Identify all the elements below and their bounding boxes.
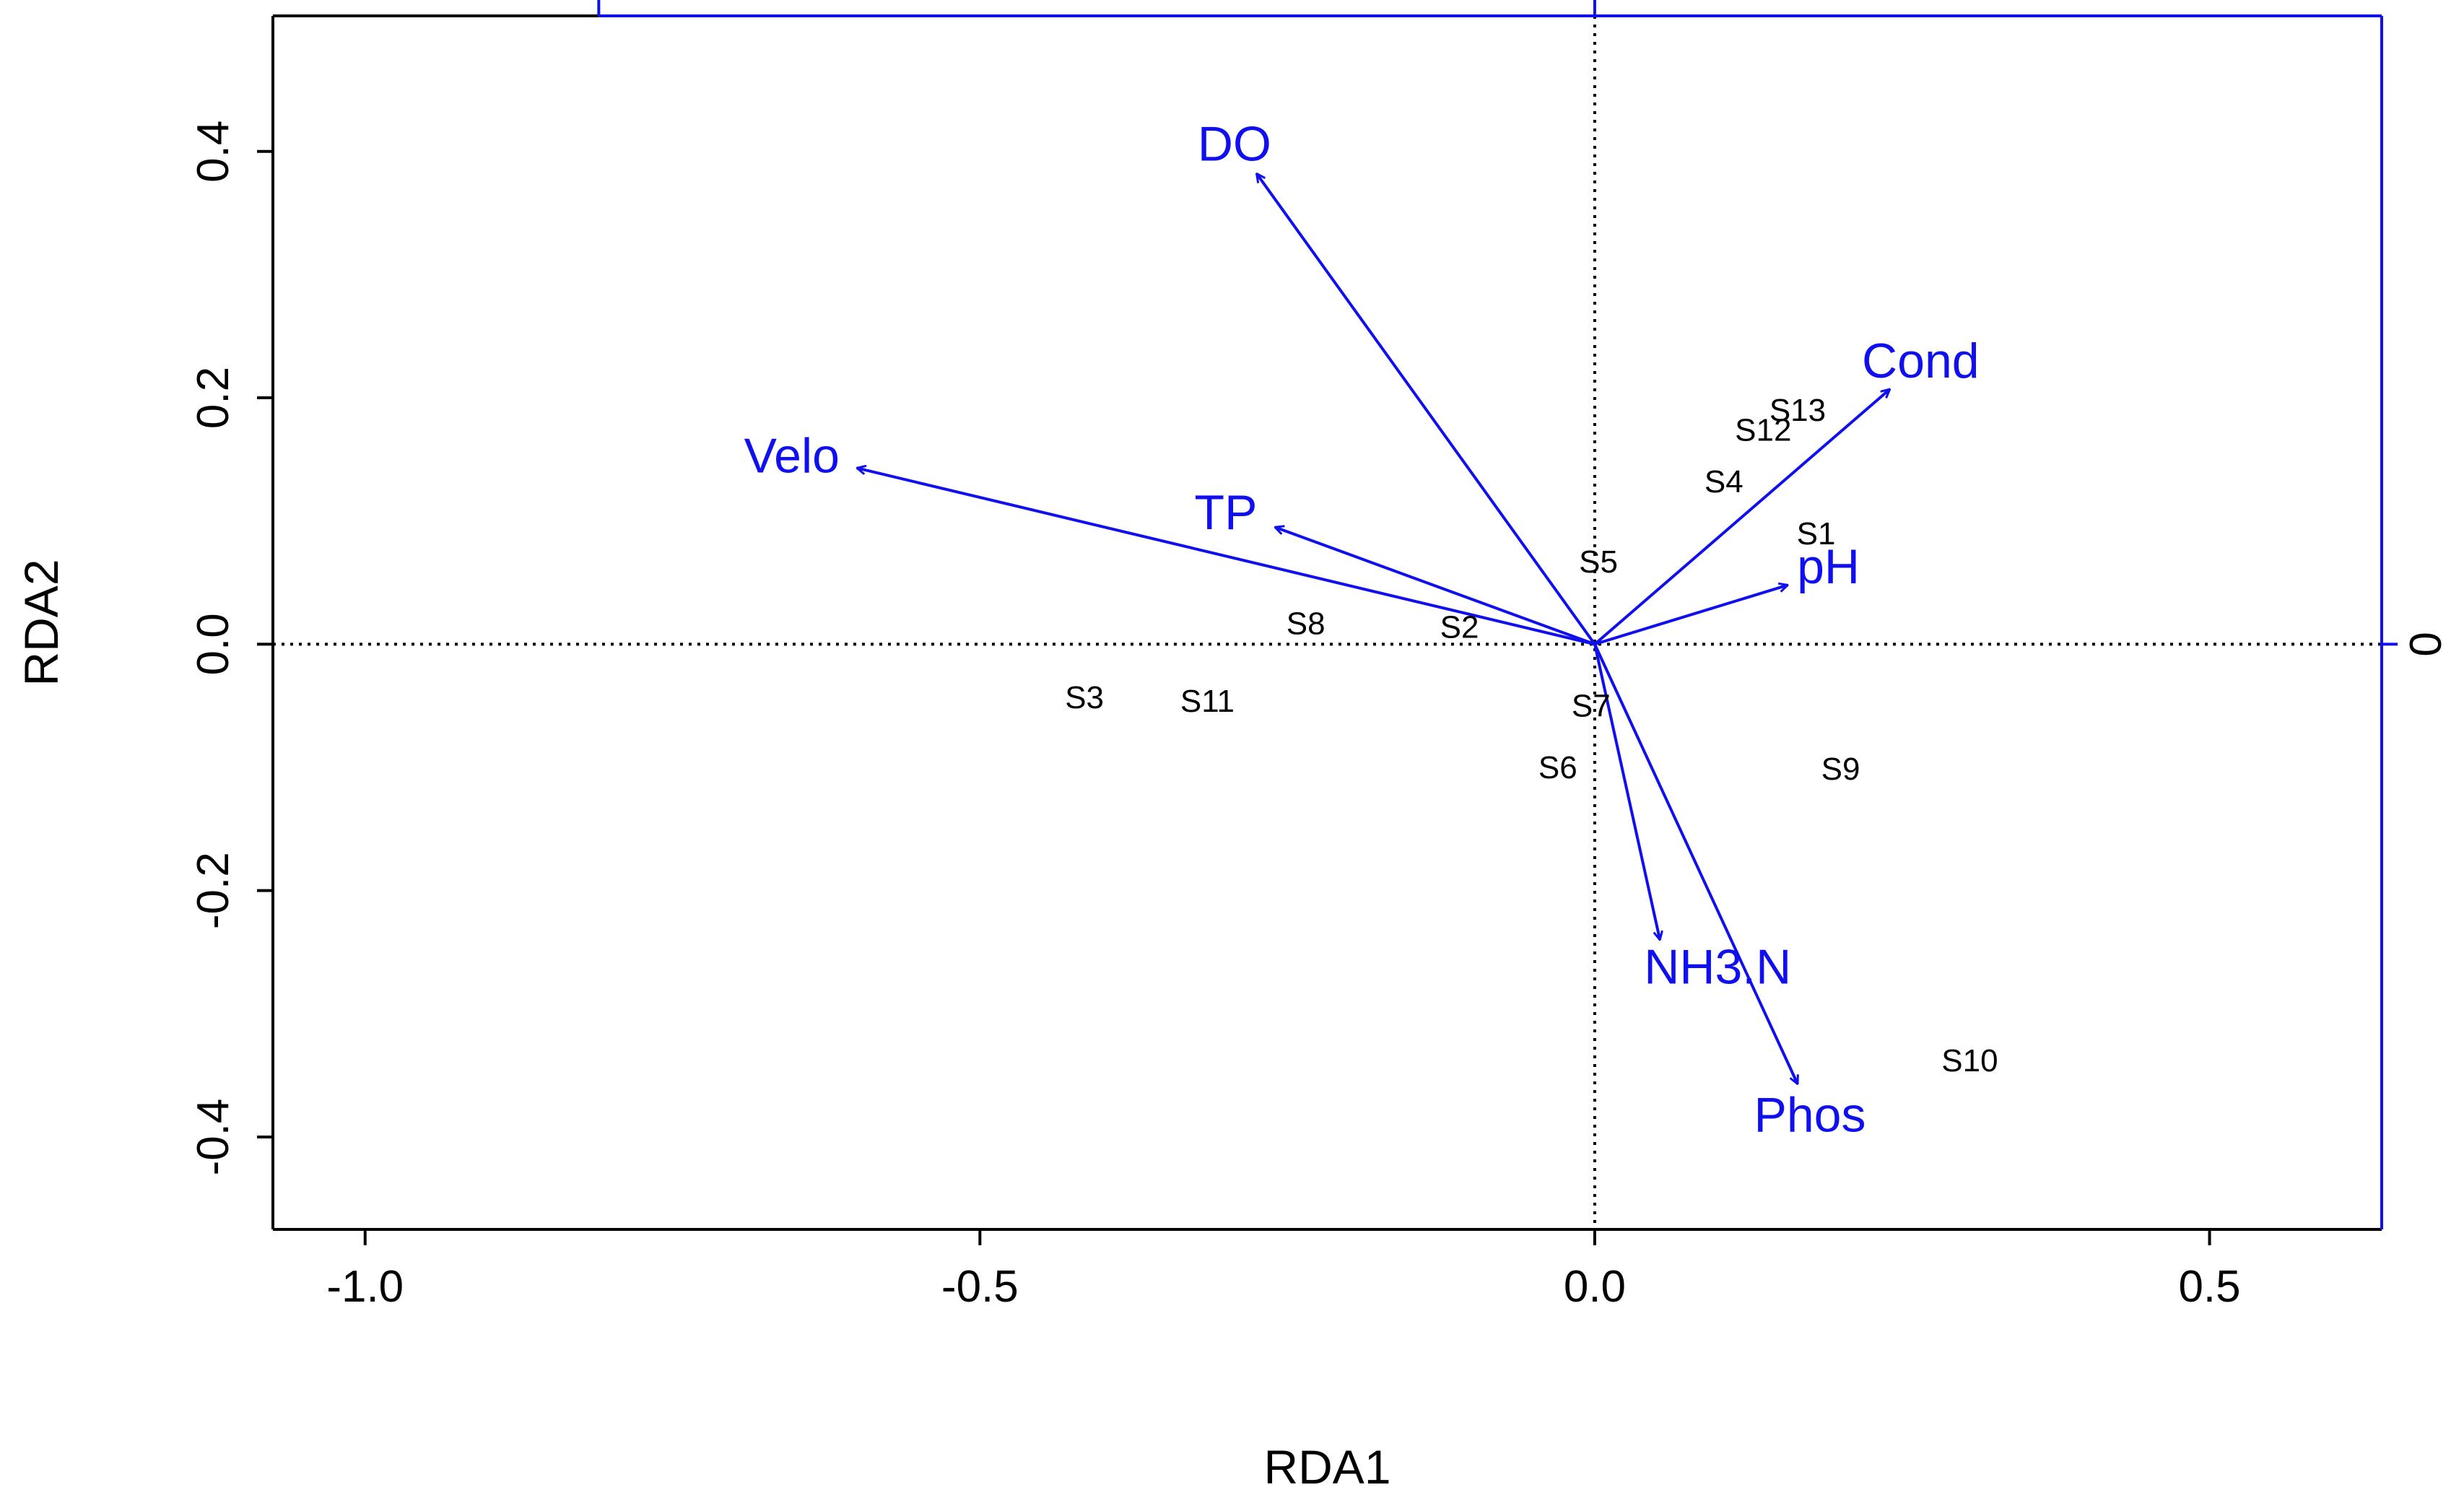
vector-label-velo: Velo <box>744 428 840 483</box>
site-label-s11: S11 <box>1180 684 1235 719</box>
site-label-s4: S4 <box>1705 464 1743 500</box>
vector-label-tp: TP <box>1195 485 1258 540</box>
site-label-s5: S5 <box>1579 544 1618 580</box>
x-axis-tick-label: -0.5 <box>941 1262 1019 1312</box>
site-label-s7: S7 <box>1572 689 1611 724</box>
site-label-s12: S12 <box>1735 412 1791 448</box>
right-axis-tick-label: 0 <box>2401 632 2451 656</box>
site-label-s10: S10 <box>1941 1043 1998 1079</box>
site-label-s9: S9 <box>1821 752 1860 787</box>
x-axis-tick-label: 0.0 <box>1564 1262 1626 1312</box>
reference-lines <box>273 16 2382 1229</box>
site-label-s1: S1 <box>1797 516 1836 552</box>
x-axis-tick-label: 0.5 <box>2178 1262 2240 1312</box>
site-label-s6: S6 <box>1538 750 1577 785</box>
vector-arrow-velo <box>857 468 1595 646</box>
vector-label-nh3-n: NH3.N <box>1644 940 1791 995</box>
y-axis-title: RDA2 <box>14 559 68 686</box>
site-label-s13: S13 <box>1769 393 1826 428</box>
vector-label-ph: pH <box>1797 539 1860 594</box>
vector-arrow-do <box>1257 173 1596 645</box>
y-axis-tick-label: 0.2 <box>188 367 238 429</box>
environmental-vectors: DO Cond Velo TP pH NH3.N Phos <box>744 117 1980 1143</box>
vector-arrow-tp <box>1275 527 1595 646</box>
vector-arrow-phos <box>1593 643 1798 1084</box>
vector-arrow-cond <box>1593 389 1890 645</box>
plot-frame: 0 <box>271 0 2451 1231</box>
site-label-s2: S2 <box>1440 610 1479 645</box>
site-label-s8: S8 <box>1287 606 1325 641</box>
site-label-s3: S3 <box>1065 680 1104 715</box>
y-axis-tick-label: -0.2 <box>188 852 238 929</box>
vector-arrow-nh3-n <box>1593 643 1660 940</box>
vector-arrow-ph <box>1594 585 1788 646</box>
y-axis-tick-label: 0.4 <box>188 121 238 183</box>
x-axis-tick-label: -1.0 <box>326 1262 404 1312</box>
vector-label-cond: Cond <box>1862 334 1980 388</box>
x-axis-title: RDA1 <box>1263 1440 1390 1494</box>
y-axis-tick-label: -0.4 <box>188 1099 238 1176</box>
y-axis-tick-label: 0.0 <box>188 613 238 675</box>
vector-label-do: DO <box>1198 117 1271 172</box>
axes: -1.0 -0.5 0.0 0.5 -0.4 -0.2 0.0 0.2 0.4 <box>188 121 2241 1312</box>
vector-label-phos: Phos <box>1754 1087 1866 1142</box>
